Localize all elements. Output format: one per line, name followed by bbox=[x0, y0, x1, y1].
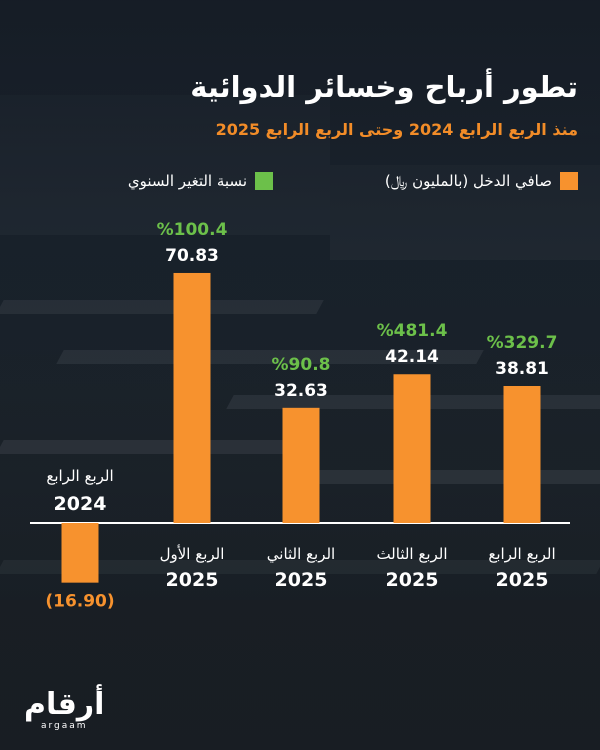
value-label-0: (16.90) bbox=[45, 592, 114, 612]
bar-3 bbox=[393, 374, 431, 523]
change-label-2: %90.8 bbox=[272, 355, 331, 375]
legend-item-change: نسبة التغير السنوي bbox=[128, 172, 273, 190]
logo-text-arabic: أرقام bbox=[24, 687, 105, 722]
category-year-3: 2025 bbox=[386, 569, 439, 591]
legend-swatch-change bbox=[255, 172, 273, 190]
bar-1 bbox=[173, 272, 211, 523]
bar-4 bbox=[503, 386, 541, 523]
category-year-0: 2024 bbox=[54, 493, 107, 515]
argaam-logo: أرقام argaam bbox=[24, 687, 105, 732]
change-label-3: %481.4 bbox=[377, 321, 448, 341]
legend-swatch-income bbox=[560, 172, 578, 190]
category-year-1: 2025 bbox=[166, 569, 219, 591]
category-label-3: الربع الثالث bbox=[376, 545, 447, 563]
legend-label-change: نسبة التغير السنوي bbox=[127, 172, 247, 190]
chart-subtitle: منذ الربع الرابع 2024 وحتى الربع الرابع … bbox=[215, 120, 578, 139]
bar-0 bbox=[61, 523, 99, 583]
chart-legend: صافي الدخل (بالمليون ﷼) نسبة التغير السن… bbox=[18, 172, 578, 194]
category-label-1: الربع الأول bbox=[160, 544, 225, 563]
value-label-1: 70.83 bbox=[165, 246, 219, 266]
legend-item-income: صافي الدخل (بالمليون ﷼) bbox=[385, 172, 578, 190]
category-label-0: الربع الرابع bbox=[46, 467, 113, 485]
logo-text-latin: argaam bbox=[40, 721, 88, 731]
category-label-2: الربع الثاني bbox=[267, 545, 335, 564]
chart-title: تطور أرباح وخسائر الدوائية bbox=[190, 70, 578, 104]
change-label-4: %329.7 bbox=[487, 333, 558, 353]
value-label-4: 38.81 bbox=[495, 359, 549, 379]
legend-label-income: صافي الدخل (بالمليون ﷼) bbox=[384, 172, 552, 190]
category-year-4: 2025 bbox=[496, 569, 549, 591]
category-label-4: الربع الرابع bbox=[488, 545, 555, 563]
bar-2 bbox=[282, 407, 320, 523]
change-label-1: %100.4 bbox=[157, 220, 228, 240]
category-year-2: 2025 bbox=[275, 569, 328, 591]
value-label-3: 42.14 bbox=[385, 347, 439, 367]
value-label-2: 32.63 bbox=[274, 381, 328, 401]
